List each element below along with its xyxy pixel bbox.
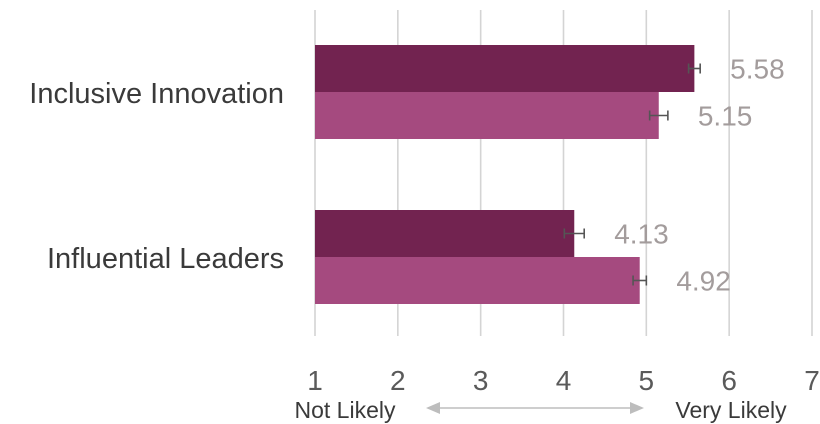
error-bars	[563, 63, 701, 286]
error-bar	[648, 110, 669, 121]
error-bar	[563, 228, 586, 239]
x-axis-ticks: 1 2 3 4 5 6 7	[307, 365, 820, 396]
x-tick-label-7: 7	[804, 365, 820, 396]
scale-arrow-right-head	[630, 402, 644, 414]
scale-legend: Not Likely Very Likely	[295, 397, 788, 423]
data-label: 5.15	[698, 101, 753, 132]
bar	[315, 45, 695, 92]
data-labels: 5.58 5.15 4.134.92	[614, 54, 784, 297]
bars	[315, 45, 695, 304]
error-bar	[687, 63, 701, 74]
x-tick-label-3: 3	[473, 365, 489, 396]
data-label: 4.92	[676, 266, 731, 297]
scale-low-label: Not Likely	[295, 397, 396, 423]
bar	[315, 92, 659, 139]
category-label: Inclusive Innovation	[29, 78, 284, 110]
error-bar	[632, 275, 648, 286]
x-tick-label-1: 1	[307, 365, 323, 396]
x-tick-label-5: 5	[639, 365, 655, 396]
scale-arrow-left-head	[426, 402, 440, 414]
x-tick-label-4: 4	[556, 365, 572, 396]
bar	[315, 210, 575, 257]
bar	[315, 257, 640, 304]
scale-high-label: Very Likely	[675, 397, 787, 423]
x-tick-label-6: 6	[721, 365, 737, 396]
category-labels: Inclusive Innovation Influential Leaders	[29, 78, 284, 275]
data-label: 5.58	[730, 54, 785, 85]
data-label: 4.13	[614, 219, 669, 250]
category-label: Influential Leaders	[47, 243, 284, 275]
x-tick-label-2: 2	[390, 365, 406, 396]
